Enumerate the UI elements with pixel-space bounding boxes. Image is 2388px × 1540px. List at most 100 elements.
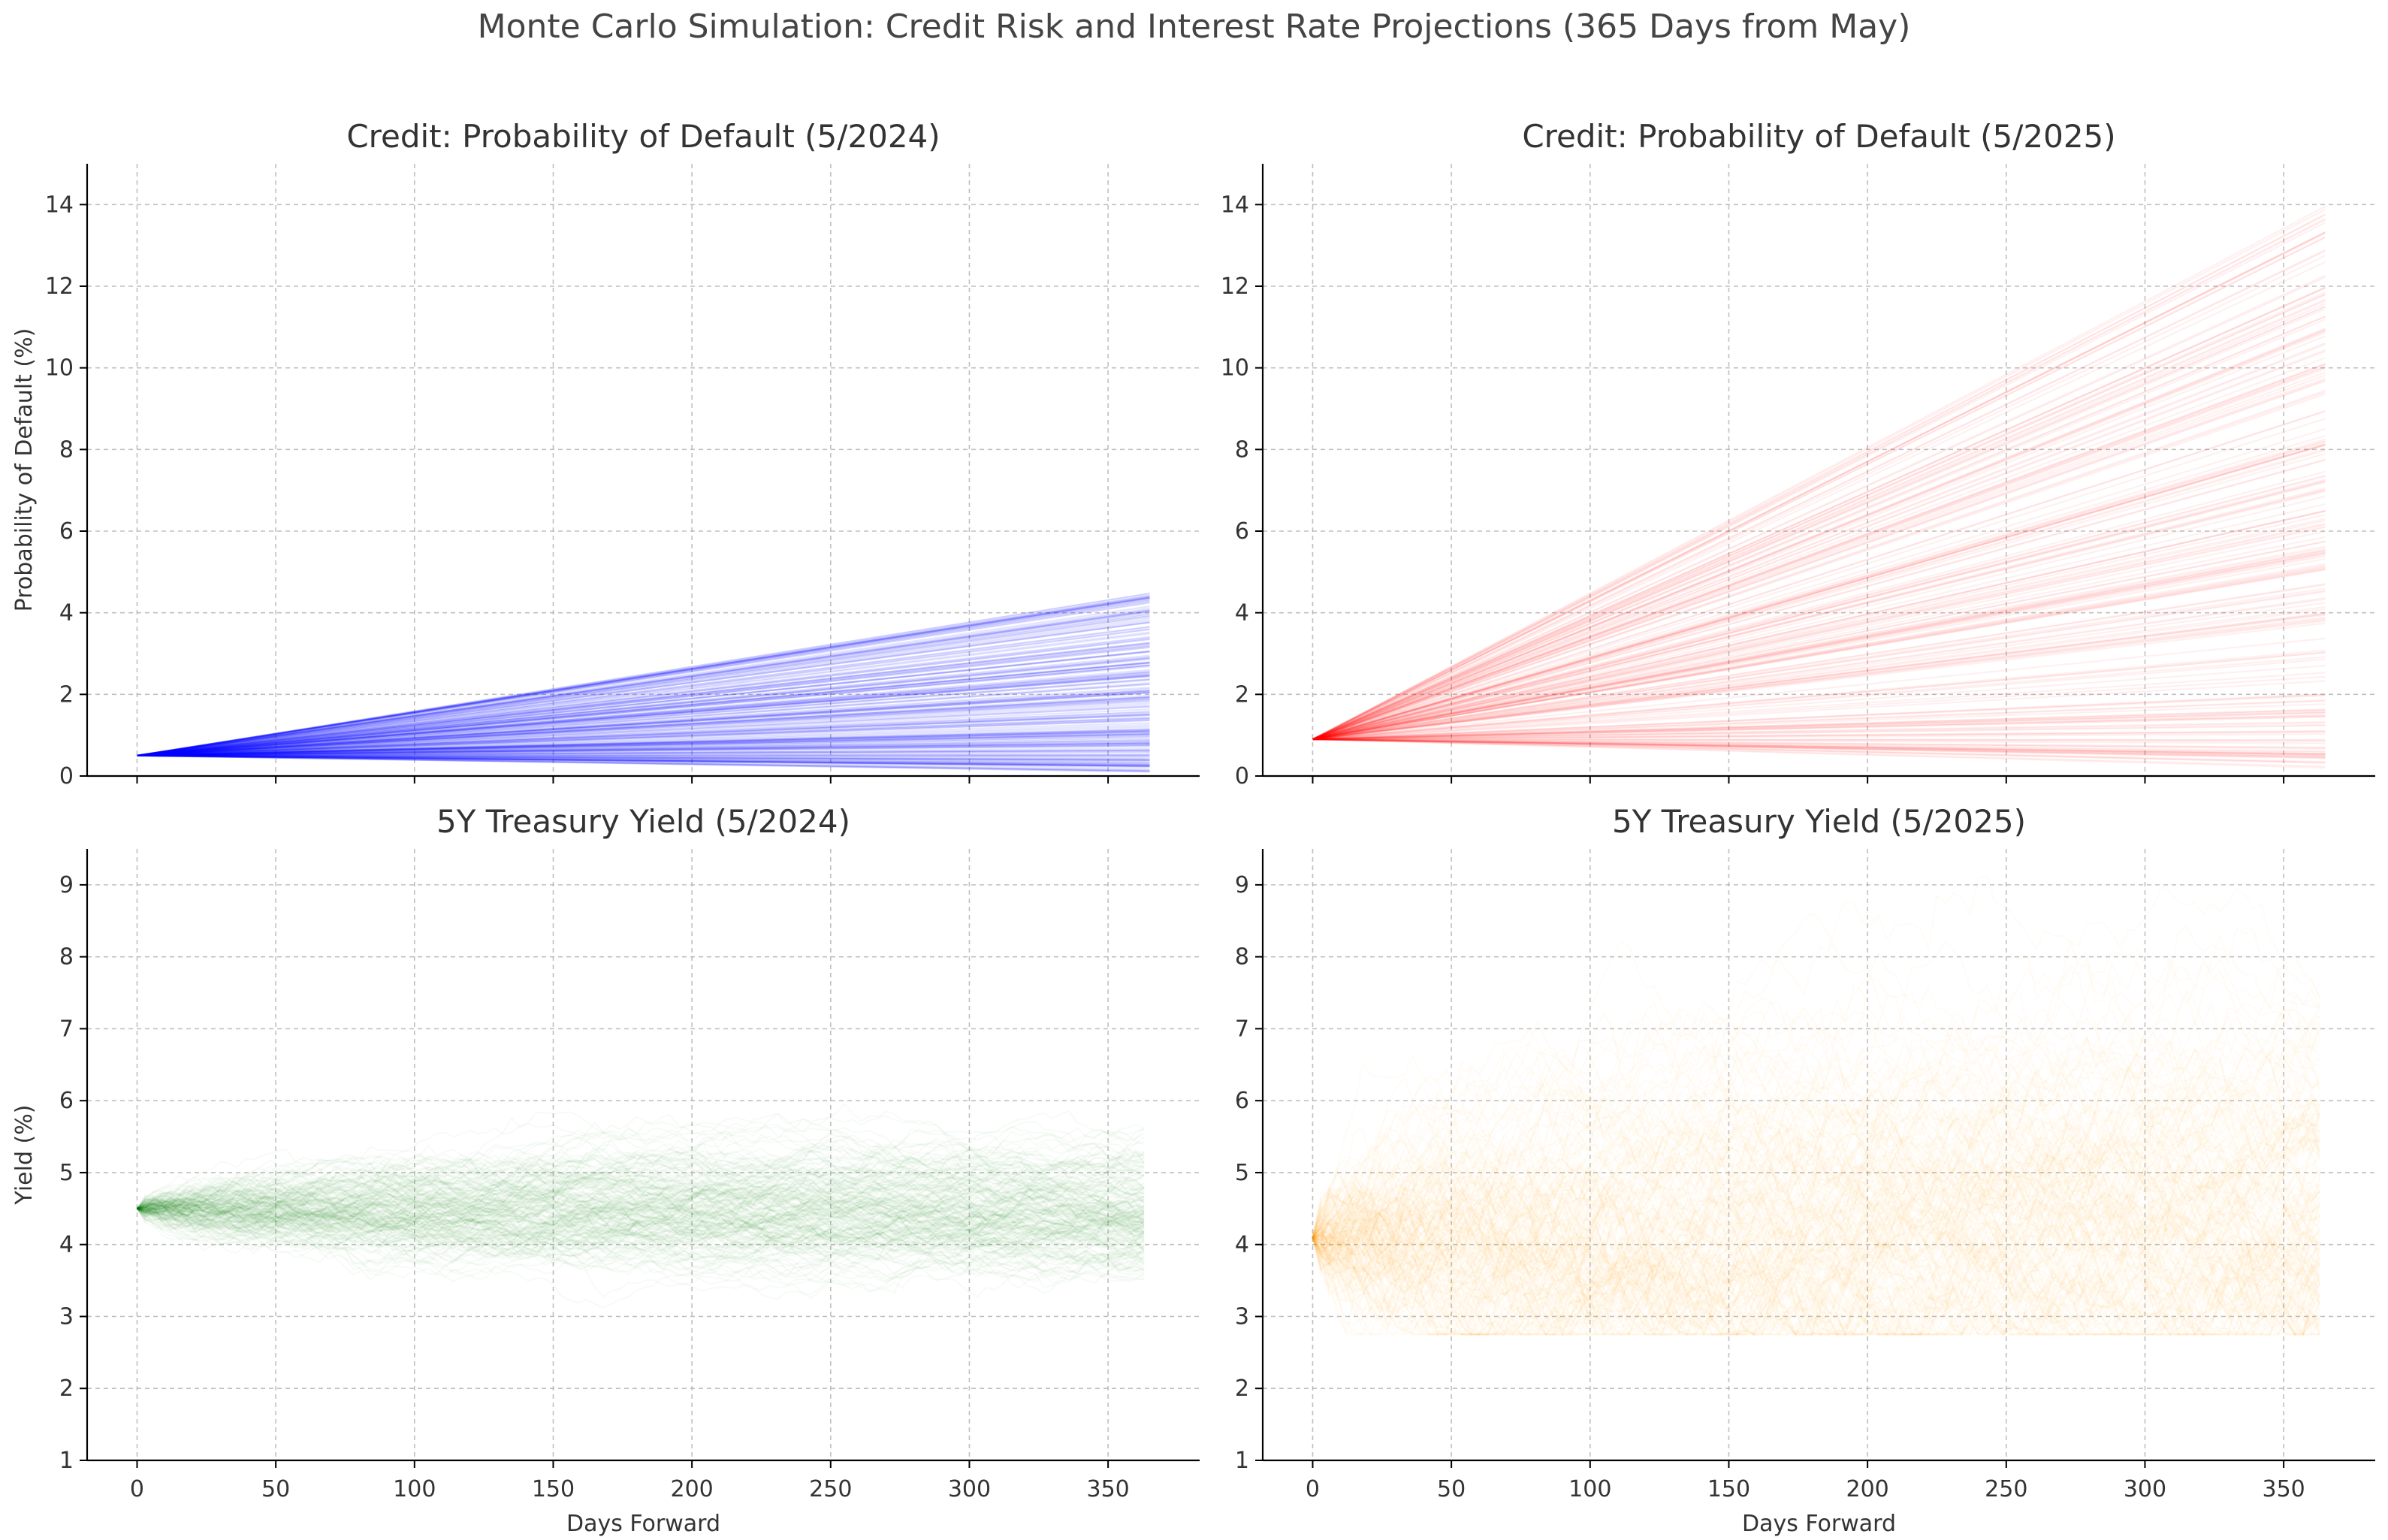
simulation-path: [137, 749, 1150, 756]
simulation-path: [1312, 555, 2326, 741]
x-tick-label: 100: [1568, 1476, 1611, 1502]
y-tick-label: 7: [59, 1016, 74, 1042]
simulation-path: [1312, 567, 2326, 741]
simulation-path: [1312, 738, 2326, 757]
simulation-path: [1312, 520, 2326, 741]
x-tick-label: 300: [2124, 1476, 2166, 1502]
simulation-path: [137, 704, 1150, 756]
simulation-path: [1312, 545, 2326, 741]
simulation-path: [1312, 217, 2326, 741]
simulation-path: [137, 722, 1150, 756]
simulation-path: [137, 658, 1150, 756]
simulation-path: [137, 593, 1150, 756]
simulation-path: [137, 754, 1150, 773]
simulation-path: [137, 743, 1150, 756]
simulation-path: [1312, 720, 2326, 741]
simulation-path: [137, 694, 1150, 756]
simulation-path: [137, 754, 1150, 762]
simulation-path: [1312, 335, 2326, 741]
simulation-path: [137, 602, 1150, 756]
simulation-path: [137, 754, 1150, 767]
y-tick-label: 10: [45, 355, 74, 382]
simulation-path: [137, 662, 1150, 756]
y-tick-label: 6: [1235, 518, 1249, 545]
x-axis-label: Days Forward: [1742, 1511, 1896, 1537]
simulation-path: [137, 742, 1150, 756]
simulation-path: [137, 717, 1150, 756]
simulation-path: [1312, 527, 2326, 741]
simulation-path: [1312, 389, 2326, 741]
simulation-path: [1312, 540, 2326, 741]
simulation-path: [1312, 613, 2326, 741]
simulation-path: [1312, 709, 2326, 741]
simulation-path: [1312, 374, 2326, 741]
simulation-path: [137, 598, 1150, 756]
y-tick-label: 2: [59, 1375, 74, 1402]
simulation-path: [137, 754, 1150, 766]
simulation-path: [137, 754, 1150, 772]
simulation-path: [137, 650, 1150, 756]
simulation-path: [1312, 722, 2326, 741]
y-tick-label: 0: [1235, 763, 1249, 790]
simulation-path: [137, 629, 1150, 756]
simulation-path: [137, 608, 1150, 756]
simulation-path: [1312, 564, 2326, 741]
y-tick-label: 3: [1235, 1303, 1249, 1330]
simulation-path: [137, 690, 1150, 756]
simulation-path: [1312, 738, 2326, 759]
simulation-path: [137, 610, 1150, 756]
simulation-path: [137, 626, 1150, 756]
simulation-path: [137, 673, 1150, 756]
simulation-path: [137, 754, 1150, 759]
simulation-path: [137, 657, 1150, 756]
simulation-path: [137, 754, 1150, 772]
simulation-path: [137, 754, 1150, 767]
simulation-path: [137, 597, 1150, 756]
x-tick-label: 250: [809, 1476, 852, 1502]
simulation-path: [1312, 481, 2326, 741]
simulation-path: [1312, 536, 2326, 741]
simulation-path: [137, 690, 1150, 756]
simulation-path: [137, 631, 1150, 756]
simulation-path: [1312, 231, 2326, 741]
simulation-path: [1312, 489, 2326, 741]
simulation-path: [137, 661, 1150, 756]
simulation-path: [137, 682, 1150, 756]
simulation-paths: [137, 1104, 1145, 1307]
simulation-path: [137, 705, 1150, 756]
grid: [87, 849, 1200, 1461]
simulation-path: [137, 690, 1150, 756]
simulation-path: [137, 742, 1150, 756]
simulation-path: [1312, 622, 2326, 741]
simulation-path: [137, 646, 1150, 756]
simulation-path: [1312, 711, 2326, 741]
simulation-path: [137, 642, 1150, 756]
simulation-path: [1312, 524, 2326, 741]
x-tick-label: 0: [130, 1476, 144, 1502]
simulation-path: [1312, 410, 2326, 741]
y-tick-label: 14: [1221, 192, 1249, 218]
simulation-path: [137, 754, 1150, 758]
simulation-path: [137, 672, 1150, 756]
simulation-path: [1312, 738, 2326, 764]
simulation-path: [1312, 522, 2326, 741]
simulation-path: [1312, 377, 2326, 741]
simulation-path: [137, 733, 1150, 756]
simulation-path: [1312, 231, 2326, 741]
simulation-path: [137, 717, 1150, 756]
simulation-path: [1312, 711, 2326, 741]
simulation-path: [1312, 213, 2326, 741]
y-tick-label: 6: [59, 518, 74, 545]
simulation-path: [1312, 569, 2326, 741]
simulation-path: [1312, 364, 2326, 741]
simulation-path: [1312, 379, 2326, 741]
simulation-path: [137, 750, 1150, 756]
simulation-path: [1312, 703, 2326, 741]
simulation-path: [1312, 700, 2326, 741]
simulation-path: [137, 619, 1150, 756]
simulation-path: [1312, 459, 2326, 741]
simulation-path: [137, 700, 1150, 756]
simulation-path: [1312, 479, 2326, 741]
y-tick-label: 9: [59, 872, 74, 898]
